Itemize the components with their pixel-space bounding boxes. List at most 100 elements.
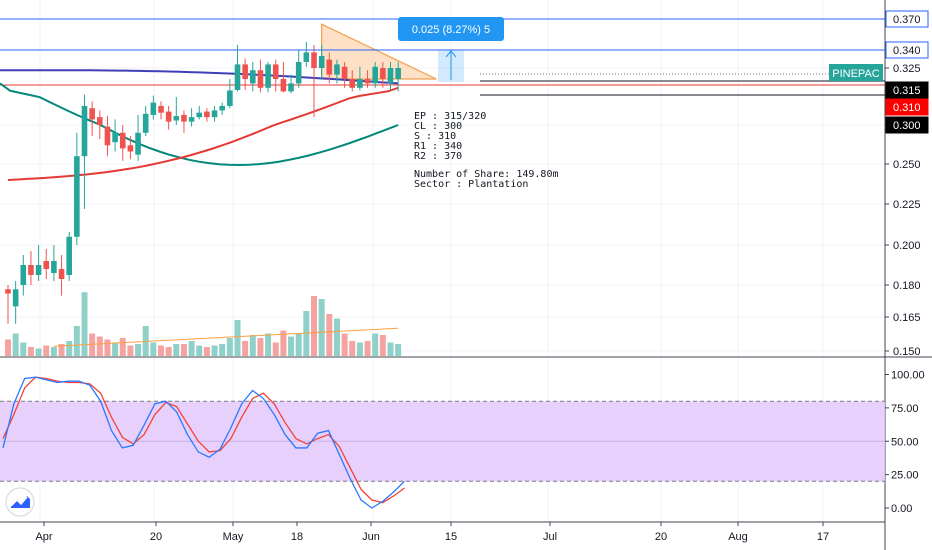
candle-body — [51, 261, 57, 273]
measure-label-text: 0.025 (8.27%) 5 — [412, 24, 490, 36]
candle-body — [272, 64, 279, 79]
sma-short-line — [7, 86, 399, 181]
volume-bar — [27, 347, 34, 356]
volume-bar — [211, 345, 218, 356]
volume-bars — [5, 292, 402, 356]
osc-tick-label: 50.00 — [891, 436, 919, 448]
volume-bar — [387, 342, 394, 356]
candle-body — [12, 289, 19, 307]
price-level-tag-label: 0.310 — [893, 102, 921, 114]
candle-body — [112, 132, 118, 143]
candle-body — [119, 132, 126, 149]
stoch-d-line — [2, 376, 405, 504]
candle-body — [35, 265, 42, 275]
candle-body — [97, 117, 103, 125]
time-tick-label: 17 — [817, 531, 829, 543]
price-level-tag-label: 0.370 — [893, 14, 921, 26]
symbol-tag[interactable]: PINEPAC — [829, 64, 883, 81]
candle-body — [135, 132, 141, 155]
price-tick-label: 0.150 — [893, 346, 921, 358]
volume-bar — [318, 299, 325, 356]
price-level-tag-label: 0.340 — [893, 45, 921, 57]
volume-bar — [158, 345, 164, 356]
candle-body — [387, 68, 394, 84]
volume-bar — [242, 341, 249, 356]
candle-body — [28, 265, 34, 275]
volume-bar — [50, 347, 57, 356]
price-tick-label: 0.225 — [893, 199, 921, 211]
volume-bar — [280, 330, 287, 356]
volume-bar — [272, 342, 279, 356]
candle-body — [303, 52, 310, 62]
stochastic-oscillator — [2, 376, 405, 509]
oscillator-axis[interactable]: 100.00 75.00 50.00 25.00 0.00 — [885, 370, 925, 516]
price-level-tag — [885, 116, 929, 134]
volume-bar — [12, 333, 19, 356]
volume-bar — [35, 348, 42, 356]
measure-tool — [438, 50, 464, 82]
volume-bar — [127, 345, 134, 356]
note-line: S : 310 — [414, 131, 456, 142]
osc-tick-label: 100.00 — [891, 370, 925, 382]
candle-body — [250, 70, 256, 84]
candle-body — [188, 117, 195, 122]
candle-body — [395, 68, 401, 79]
price-tick-label: 0.200 — [893, 240, 921, 252]
shares-note: Number of Share: 149.80m — [414, 169, 559, 180]
volume-bar — [112, 342, 119, 356]
volume-bar — [20, 342, 27, 356]
candle-body — [58, 269, 65, 279]
tradingview-logo[interactable] — [5, 487, 35, 517]
measure-label[interactable]: 0.025 (8.27%) 5 — [398, 17, 504, 41]
time-tick-label: Jul — [543, 531, 557, 543]
candle-body — [318, 56, 325, 68]
candle-body — [227, 90, 233, 106]
volume-bar — [73, 326, 80, 356]
osc-tick-label: 0.00 — [891, 503, 912, 515]
volume-bar — [119, 338, 126, 356]
volume-bar — [96, 336, 103, 356]
volume-bar — [265, 333, 272, 356]
note-line: R1 : 340 — [414, 141, 462, 152]
price-tick-label: 0.325 — [893, 63, 921, 75]
candle-body — [265, 64, 271, 88]
volume-bar — [173, 344, 180, 356]
stoch-band — [0, 400, 885, 482]
sma-mid-line — [0, 82, 399, 167]
volume-bar — [58, 344, 65, 356]
time-tick-label: 15 — [445, 531, 457, 543]
candle-body — [364, 79, 371, 84]
symbol-tag-text: PINEPAC — [832, 68, 880, 80]
osc-tick-label: 25.00 — [891, 470, 919, 482]
candle-body — [311, 52, 317, 68]
candle-body — [211, 110, 218, 118]
volume-bar — [165, 347, 172, 356]
volume-bar — [326, 314, 333, 356]
price-axis[interactable]: 0.3250.2750.2500.2250.2000.1800.1650.150… — [885, 10, 929, 358]
candle-body — [127, 145, 134, 152]
candle-body — [349, 79, 356, 88]
candle-body — [326, 59, 333, 75]
volume-ma-line — [53, 327, 399, 347]
price-level-tag-label: 0.315 — [893, 85, 921, 97]
time-axis[interactable]: Apr 20 May 18 Jun 15 Jul 20 Aug 17 — [35, 522, 829, 543]
time-tick-label: Aug — [728, 531, 748, 543]
candle-body — [5, 289, 11, 294]
volume-bar — [43, 345, 50, 356]
candle-body — [165, 111, 172, 122]
candle-body — [150, 102, 157, 115]
volume-bar — [104, 339, 111, 356]
time-tick-label: 20 — [150, 531, 162, 543]
volume-bar — [188, 341, 195, 356]
candle-body — [181, 114, 187, 122]
stoch-k-line — [2, 376, 405, 509]
volume-bar — [372, 333, 379, 356]
candle-body — [372, 66, 378, 84]
volume-bar — [135, 344, 142, 356]
price-tick-label: 0.165 — [893, 312, 921, 324]
time-tick-label: 18 — [291, 531, 303, 543]
volume-bar — [288, 336, 295, 356]
volume-bar — [349, 341, 356, 356]
candle-body — [43, 261, 50, 269]
